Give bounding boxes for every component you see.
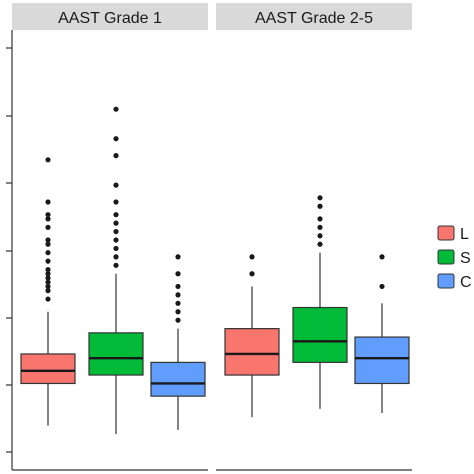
outlier-f1-l-0 bbox=[45, 296, 51, 302]
box-f1-c bbox=[150, 361, 206, 397]
facet-label-grade-2-5: AAST Grade 2-5 bbox=[255, 10, 373, 27]
outlier-f1-l-4 bbox=[45, 275, 51, 281]
outlier-f1-l-9 bbox=[45, 241, 51, 247]
outlier-f1-s-9 bbox=[113, 153, 119, 159]
box-f1-s bbox=[88, 332, 144, 376]
outlier-f1-s-2 bbox=[113, 245, 119, 252]
y-axis-ticks bbox=[6, 47, 12, 453]
outlier-f1-s-11 bbox=[113, 106, 119, 112]
outlier-f1-s-7 bbox=[113, 199, 119, 205]
outlier-f1-l-11 bbox=[45, 224, 51, 230]
outlier-f1-s-1 bbox=[113, 254, 119, 260]
outlier-f1-l-14 bbox=[45, 199, 51, 205]
legend: L S C bbox=[437, 225, 472, 291]
outlier-f2-s-0 bbox=[317, 241, 323, 247]
box-f2-l bbox=[224, 328, 280, 376]
outlier-f1-s-5 bbox=[113, 220, 119, 226]
outlier-f1-c-5 bbox=[175, 271, 181, 277]
boxplot-marks bbox=[20, 106, 410, 435]
outlier-f1-l-2 bbox=[45, 283, 51, 290]
outlier-f1-c-0 bbox=[175, 317, 181, 323]
outlier-f1-s-6 bbox=[113, 212, 119, 218]
outlier-f1-s-10 bbox=[113, 136, 119, 142]
outlier-f1-c-4 bbox=[175, 283, 181, 290]
outlier-f1-l-12 bbox=[45, 216, 51, 222]
outlier-f1-l-8 bbox=[45, 250, 51, 256]
outlier-f1-l-5 bbox=[45, 271, 51, 277]
legend-label-l: L bbox=[460, 226, 469, 243]
box-f2-s bbox=[292, 306, 348, 363]
facet-strip-grade-2-5 bbox=[216, 3, 412, 30]
outlier-f1-l-7 bbox=[45, 258, 51, 264]
outlier-f2-s-2 bbox=[317, 224, 323, 230]
outlier-f2-s-3 bbox=[317, 216, 323, 222]
outlier-f1-l-1 bbox=[45, 288, 51, 294]
outlier-f2-c-1 bbox=[379, 254, 385, 260]
legend-key-s bbox=[437, 249, 455, 265]
outlier-f2-s-4 bbox=[317, 203, 323, 209]
outlier-f1-c-2 bbox=[175, 300, 181, 306]
outlier-f1-s-4 bbox=[113, 228, 119, 235]
outlier-f1-l-10 bbox=[45, 237, 51, 243]
outlier-f1-s-8 bbox=[113, 182, 119, 188]
outlier-f2-c-0 bbox=[379, 283, 385, 290]
outlier-f2-s-1 bbox=[317, 233, 323, 239]
box-f2-c bbox=[354, 336, 410, 385]
legend-label-c: C bbox=[460, 274, 472, 291]
facet-label-grade-1: AAST Grade 1 bbox=[58, 10, 162, 27]
legend-key-c bbox=[437, 273, 455, 289]
outlier-f2-l-1 bbox=[249, 254, 255, 260]
outlier-f2-s-5 bbox=[317, 195, 323, 201]
outlier-f1-s-3 bbox=[113, 237, 119, 243]
legend-label-s: S bbox=[460, 250, 471, 267]
legend-key-l bbox=[437, 225, 455, 241]
outlier-f1-c-3 bbox=[175, 292, 181, 298]
outlier-f2-l-0 bbox=[249, 271, 255, 277]
box-f1-l bbox=[20, 353, 76, 385]
outlier-f1-l-13 bbox=[45, 212, 51, 218]
outlier-f1-l-15 bbox=[45, 157, 51, 163]
outlier-f1-l-3 bbox=[45, 279, 51, 285]
outlier-f1-l-6 bbox=[45, 266, 51, 273]
outlier-f1-s-0 bbox=[113, 262, 119, 268]
outlier-f1-c-6 bbox=[175, 254, 181, 260]
facet-strip-grade-1 bbox=[12, 3, 208, 30]
outlier-f1-c-1 bbox=[175, 309, 181, 315]
